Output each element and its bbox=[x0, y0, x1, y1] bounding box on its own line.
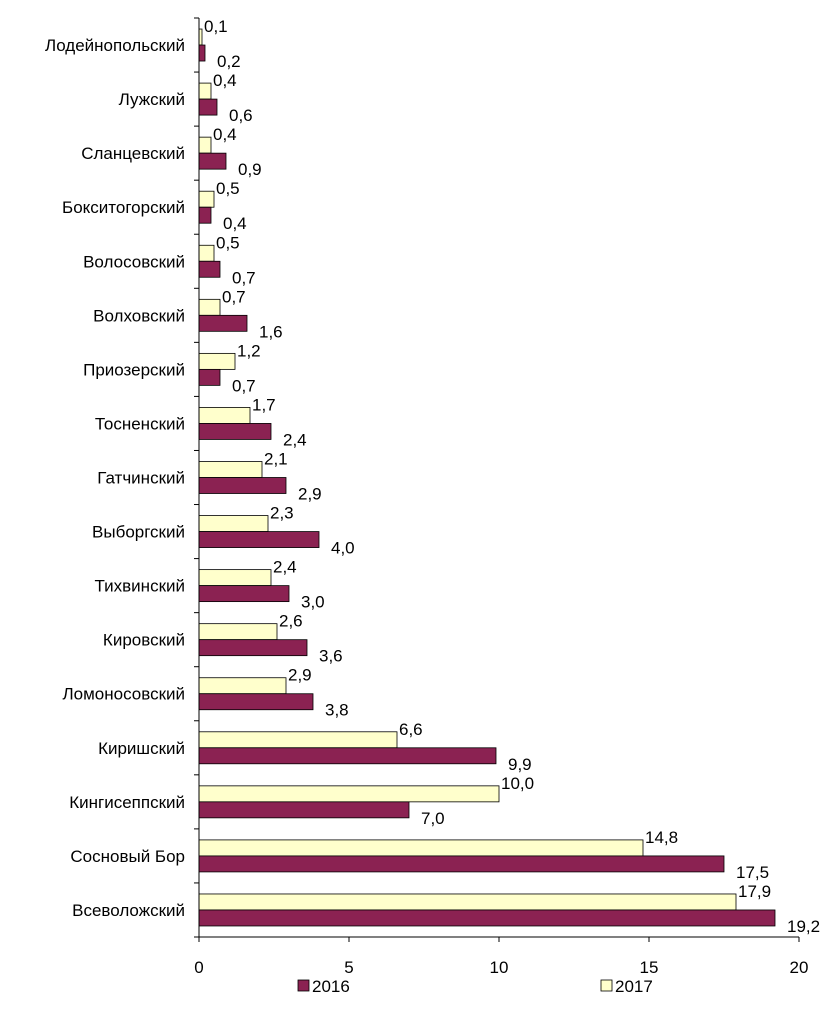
category-label: Выборгский bbox=[92, 523, 185, 542]
bar-2016 bbox=[198, 531, 320, 548]
data-label-2016: 2,4 bbox=[283, 430, 307, 449]
bar-2016 bbox=[198, 855, 725, 873]
data-label-2016: 9,9 bbox=[508, 755, 532, 774]
bar-2017 bbox=[198, 785, 500, 803]
bar-2017 bbox=[198, 731, 398, 749]
bar-2016 bbox=[198, 206, 212, 224]
data-label-2016: 3,8 bbox=[325, 701, 349, 720]
category-label: Бокситогорский bbox=[62, 198, 185, 217]
category-label: Всеволожский bbox=[72, 901, 185, 920]
data-label-2017: 0,7 bbox=[222, 287, 246, 306]
data-label-2017: 0,4 bbox=[213, 125, 237, 144]
data-label-2017: 0,5 bbox=[216, 179, 240, 198]
category-label: Тихвинский bbox=[95, 577, 185, 596]
bar-2017 bbox=[198, 623, 278, 641]
bar-2016 bbox=[198, 44, 206, 62]
category-label: Волосовский bbox=[83, 252, 185, 271]
bar-2016 bbox=[198, 801, 410, 819]
category-label: Сосновый Бор bbox=[70, 847, 185, 866]
data-label-2017: 2,4 bbox=[273, 558, 297, 577]
x-tick-label: 20 bbox=[790, 958, 809, 977]
data-label-2016: 0,7 bbox=[232, 376, 256, 395]
x-tick-label: 15 bbox=[640, 958, 659, 977]
x-tick-label: 10 bbox=[490, 958, 509, 977]
data-label-2016: 1,6 bbox=[259, 322, 283, 341]
category-label: Лодейнопольский bbox=[45, 36, 185, 55]
category-label: Приозерский bbox=[83, 360, 185, 379]
category-label: Лужский bbox=[119, 90, 185, 109]
plot-area: 0,10,2Лодейнопольский0,40,6Лужский0,40,9… bbox=[45, 17, 820, 977]
category-label: Кингисеппский bbox=[69, 793, 185, 812]
data-label-2016: 3,0 bbox=[301, 593, 325, 612]
category-label: Гатчинский bbox=[97, 469, 185, 488]
legend-label-2017: 2017 bbox=[615, 977, 653, 996]
data-label-2017: 0,5 bbox=[216, 233, 240, 252]
legend-label-2016: 2016 bbox=[312, 977, 350, 996]
bar-2016 bbox=[198, 260, 221, 278]
category-label: Сланцевский bbox=[81, 144, 185, 163]
data-label-2016: 3,6 bbox=[319, 647, 343, 666]
data-label-2017: 2,6 bbox=[279, 612, 303, 631]
data-label-2016: 0,6 bbox=[229, 106, 253, 125]
legend: 2016 2017 bbox=[297, 977, 653, 996]
data-label-2016: 7,0 bbox=[421, 809, 445, 828]
data-label-2017: 10,0 bbox=[501, 774, 534, 793]
data-label-2017: 2,1 bbox=[264, 450, 288, 469]
data-label-2017: 14,8 bbox=[645, 828, 678, 847]
category-label: Киришский bbox=[98, 739, 185, 758]
bar-2017 bbox=[198, 352, 236, 370]
data-label-2017: 17,9 bbox=[738, 882, 771, 901]
data-label-2016: 0,9 bbox=[238, 160, 262, 179]
category-label: Волховский bbox=[93, 306, 185, 325]
data-label-2016: 4,0 bbox=[331, 539, 355, 558]
bar-2017 bbox=[198, 298, 221, 316]
category-label: Тосненский bbox=[95, 414, 185, 433]
bar-2016 bbox=[198, 585, 290, 603]
data-label-2017: 2,9 bbox=[288, 666, 312, 685]
data-label-2016: 0,4 bbox=[223, 214, 247, 233]
bar-2017 bbox=[198, 839, 644, 857]
data-label-2017: 1,2 bbox=[237, 341, 261, 360]
bar-2017 bbox=[198, 569, 272, 587]
data-label-2017: 6,6 bbox=[399, 720, 423, 739]
bar-2017 bbox=[198, 136, 212, 154]
data-label-2017: 1,7 bbox=[252, 395, 276, 414]
bar-2016 bbox=[198, 909, 776, 927]
bar-2017 bbox=[198, 244, 215, 262]
bar-2017 bbox=[198, 461, 263, 478]
data-label-2017: 2,3 bbox=[270, 504, 294, 523]
data-label-2016: 0,7 bbox=[232, 268, 256, 287]
bar-2017 bbox=[198, 677, 287, 695]
bar-2016 bbox=[198, 693, 314, 711]
data-label-2016: 17,5 bbox=[736, 863, 769, 882]
bar-2016 bbox=[198, 423, 272, 440]
data-label-2017: 0,4 bbox=[213, 71, 237, 90]
legend-swatch-2017 bbox=[600, 979, 613, 992]
x-tick-label: 0 bbox=[194, 958, 203, 977]
bar-2017 bbox=[198, 515, 269, 532]
bar-2016 bbox=[198, 747, 497, 765]
bar-2016 bbox=[198, 477, 287, 494]
bar-2016 bbox=[198, 152, 227, 170]
bar-2016 bbox=[198, 639, 308, 657]
bar-2016 bbox=[198, 314, 248, 332]
bar-2017 bbox=[198, 407, 251, 424]
category-label: Кировский bbox=[103, 631, 185, 650]
data-label-2017: 0,1 bbox=[204, 17, 228, 36]
data-label-2016: 0,2 bbox=[217, 52, 241, 71]
bar-2016 bbox=[198, 368, 221, 386]
bar-2017 bbox=[198, 82, 212, 100]
bar-2016 bbox=[198, 98, 218, 116]
legend-swatch-2016 bbox=[297, 979, 310, 992]
bar-2017 bbox=[198, 190, 215, 208]
x-tick-label: 5 bbox=[344, 958, 353, 977]
data-label-2016: 19,2 bbox=[787, 917, 820, 936]
data-label-2016: 2,9 bbox=[298, 485, 322, 504]
category-label: Ломоносовский bbox=[62, 685, 185, 704]
bar-2017 bbox=[198, 893, 737, 911]
